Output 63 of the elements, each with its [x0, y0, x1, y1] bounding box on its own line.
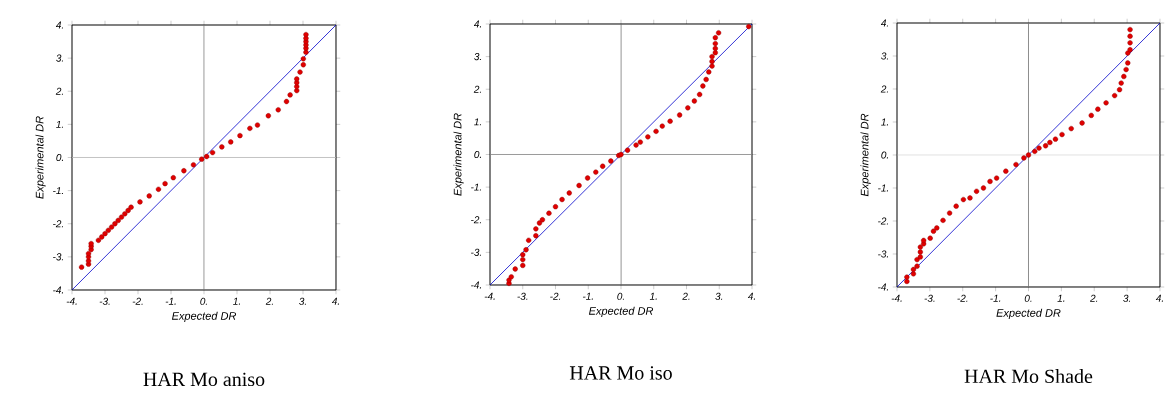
x-tick-label: -4. — [66, 297, 77, 305]
x-tick-label: 2. — [265, 297, 273, 305]
text: HAR Mo Shade — [964, 368, 1093, 384]
y-axis-title: Experimental DR — [860, 113, 871, 197]
y-tick-label: 0. — [474, 150, 481, 159]
y-tick-label: -2. — [878, 217, 888, 225]
x-tick-label: -4. — [484, 292, 495, 300]
y-tick-label: 0. — [56, 153, 63, 162]
y-tick-label: -4. — [53, 286, 63, 294]
y-tick-label: 3. — [881, 52, 888, 60]
x-tick-label: 0. — [200, 297, 207, 305]
y-tick-label: -2. — [53, 220, 63, 228]
x-axis-title: Expected DR — [171, 311, 237, 322]
x-tick-label: -3. — [517, 292, 528, 300]
y-tick-label: 3. — [56, 54, 63, 62]
y-tick-label: 0. — [881, 151, 888, 159]
y-tick-label: -3. — [878, 250, 888, 258]
x-tick-label: -3. — [924, 294, 935, 302]
x-tick-label: 1. — [649, 292, 657, 300]
y-tick-label: 1. — [56, 120, 63, 128]
y-axis-title: Experimental DR — [453, 113, 464, 196]
y-axis-title: Experimental DR — [35, 116, 46, 199]
text: HAR Mo iso — [569, 366, 672, 380]
x-tick-label: -3. — [99, 297, 110, 305]
x-tick-label: 4. — [1155, 294, 1163, 302]
x-tick-label: 1. — [1057, 294, 1065, 302]
y-tick-label: -4. — [878, 283, 888, 291]
y-tick-label: 2. — [880, 85, 888, 93]
y-tick-label: 4. — [55, 21, 63, 29]
x-tick-label: -1. — [990, 294, 1001, 302]
x-tick-label: 1. — [233, 297, 240, 305]
x-tick-label: -2. — [132, 297, 143, 305]
y-tick-label: -1. — [878, 184, 888, 192]
x-axis-title: Expected DR — [588, 306, 654, 317]
y-tick-label: -2. — [471, 216, 481, 224]
x-tick-label: 3. — [299, 297, 306, 305]
x-tick-label: -1. — [582, 292, 593, 300]
x-tick-label: 3. — [715, 292, 723, 300]
x-tick-label: 3. — [1123, 294, 1131, 302]
y-tick-label: -3. — [53, 253, 63, 261]
x-tick-label: 4. — [331, 297, 339, 305]
x-tick-label: -2. — [957, 294, 968, 302]
y-tick-label: -1. — [471, 183, 481, 191]
y-tick-label: 4. — [880, 19, 888, 27]
y-tick-label: 1. — [474, 118, 481, 126]
x-tick-label: -2. — [550, 292, 561, 300]
y-tick-label: 2. — [473, 85, 481, 93]
y-tick-label: -1. — [53, 187, 63, 195]
y-tick-label: 4. — [473, 20, 481, 28]
y-tick-label: 2. — [55, 87, 63, 95]
y-tick-label: -4. — [471, 281, 481, 289]
x-tick-label: 0. — [617, 292, 624, 300]
x-tick-label: 0. — [1024, 294, 1032, 302]
x-tick-label: -4. — [891, 294, 902, 302]
x-tick-label: -1. — [165, 297, 176, 305]
text: HAR Mo aniso — [143, 372, 265, 387]
y-tick-label: 1. — [881, 118, 888, 126]
y-tick-label: 3. — [474, 53, 481, 61]
x-tick-label: 2. — [1090, 294, 1098, 302]
x-axis-title: Expected DR — [996, 308, 1061, 319]
y-tick-label: -3. — [471, 248, 481, 256]
x-tick-label: 4. — [747, 292, 755, 300]
x-tick-label: 2. — [682, 292, 690, 300]
